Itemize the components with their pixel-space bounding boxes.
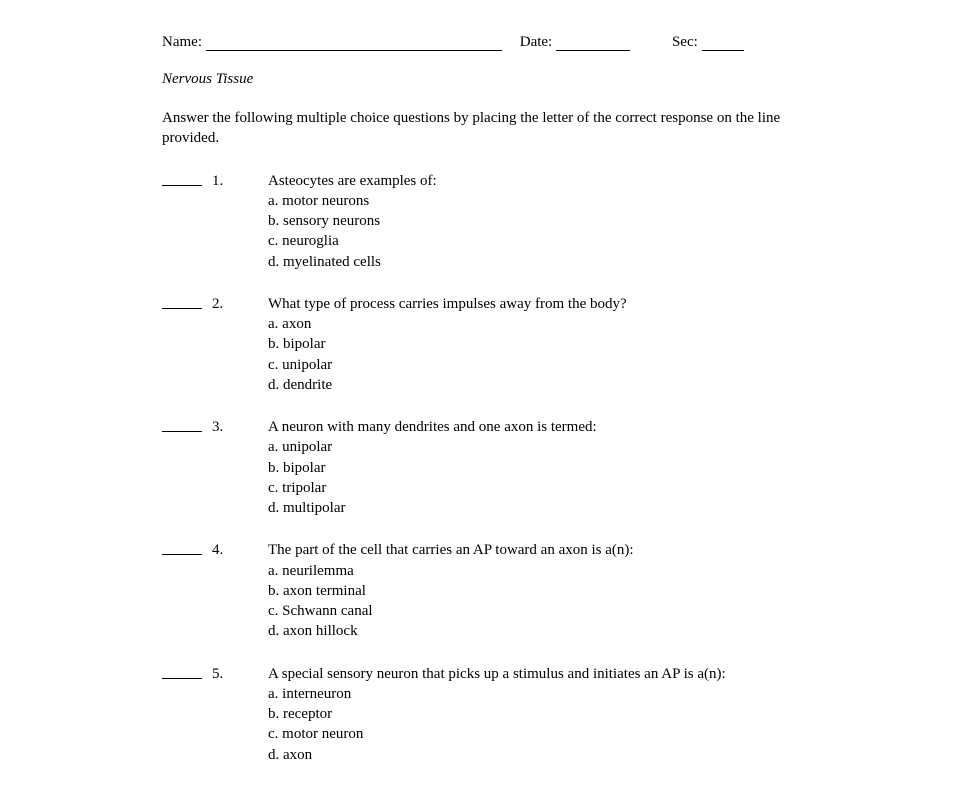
question-body: A special sensory neuron that picks up a… xyxy=(268,664,810,765)
question: 3.A neuron with many dendrites and one a… xyxy=(162,417,810,518)
question-option: b. bipolar xyxy=(268,334,810,354)
question-option: a. neurilemma xyxy=(268,561,810,581)
answer-blank[interactable] xyxy=(162,294,202,309)
question-option: d. axon xyxy=(268,745,810,765)
question-option: c. unipolar xyxy=(268,355,810,375)
question: 2.What type of process carries impulses … xyxy=(162,294,810,395)
question-prompt: A special sensory neuron that picks up a… xyxy=(268,664,810,684)
date-label: Date: xyxy=(520,34,556,51)
question-option: a. motor neurons xyxy=(268,191,810,211)
question-option: b. axon terminal xyxy=(268,581,810,601)
question-body: The part of the cell that carries an AP … xyxy=(268,540,810,641)
question-body: What type of process carries impulses aw… xyxy=(268,294,810,395)
question-option: c. motor neuron xyxy=(268,724,810,744)
name-label: Name: xyxy=(162,34,206,51)
date-blank[interactable] xyxy=(556,36,630,51)
question-number: 1. xyxy=(206,171,268,272)
question-prompt: What type of process carries impulses aw… xyxy=(268,294,810,314)
question-number: 2. xyxy=(206,294,268,395)
question-body: A neuron with many dendrites and one axo… xyxy=(268,417,810,518)
worksheet-page: Name: Date: Sec: Nervous Tissue Answer t… xyxy=(0,0,960,807)
answer-blank[interactable] xyxy=(162,171,202,186)
question-option: c. tripolar xyxy=(268,478,810,498)
question-option: b. receptor xyxy=(268,704,810,724)
sec-blank[interactable] xyxy=(702,36,744,51)
answer-blank[interactable] xyxy=(162,540,202,555)
name-blank[interactable] xyxy=(206,36,502,51)
question-option: d. myelinated cells xyxy=(268,252,810,272)
question-number: 3. xyxy=(206,417,268,518)
question: 1.Asteocytes are examples of:a. motor ne… xyxy=(162,171,810,272)
question-option: b. bipolar xyxy=(268,458,810,478)
question-option: d. multipolar xyxy=(268,498,810,518)
question-prompt: A neuron with many dendrites and one axo… xyxy=(268,417,810,437)
question-option: c. Schwann canal xyxy=(268,601,810,621)
question-number: 5. xyxy=(206,664,268,765)
question-option: a. unipolar xyxy=(268,437,810,457)
question-prompt: Asteocytes are examples of: xyxy=(268,171,810,191)
question-number: 4. xyxy=(206,540,268,641)
question-prompt: The part of the cell that carries an AP … xyxy=(268,540,810,560)
question-body: Asteocytes are examples of:a. motor neur… xyxy=(268,171,810,272)
question-option: a. axon xyxy=(268,314,810,334)
answer-blank[interactable] xyxy=(162,417,202,432)
question-option: d. dendrite xyxy=(268,375,810,395)
question-option: c. neuroglia xyxy=(268,231,810,251)
question-option: a. interneuron xyxy=(268,684,810,704)
question-option: d. axon hillock xyxy=(268,621,810,641)
sec-label: Sec: xyxy=(672,34,702,51)
questions-container: 1.Asteocytes are examples of:a. motor ne… xyxy=(162,171,810,765)
worksheet-title: Nervous Tissue xyxy=(162,71,810,88)
question-option: b. sensory neurons xyxy=(268,211,810,231)
header-line: Name: Date: Sec: xyxy=(162,34,810,51)
answer-blank[interactable] xyxy=(162,664,202,679)
question: 5.A special sensory neuron that picks up… xyxy=(162,664,810,765)
instructions-text: Answer the following multiple choice que… xyxy=(162,108,810,149)
question: 4.The part of the cell that carries an A… xyxy=(162,540,810,641)
